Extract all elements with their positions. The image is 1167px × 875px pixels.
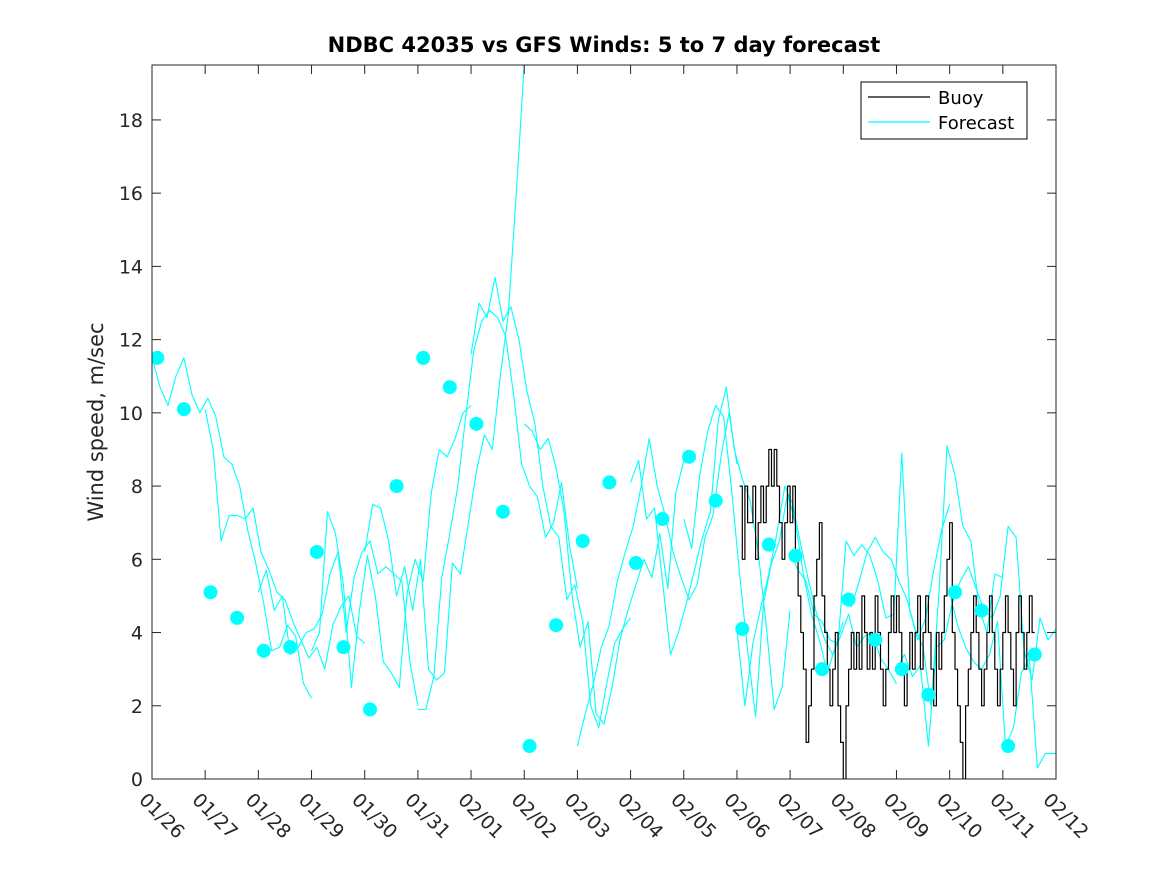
forecast-marker xyxy=(682,449,697,464)
y-axis: 0 2 4 6 8 10 12 14 16 18 xyxy=(119,110,1056,791)
forecast-marker xyxy=(522,739,537,754)
y-tick-label: 12 xyxy=(119,330,143,352)
legend-forecast-label: Forecast xyxy=(938,113,1014,134)
forecast-marker xyxy=(389,479,404,494)
forecast-marker xyxy=(708,493,723,508)
legend: Buoy Forecast xyxy=(860,81,1028,140)
forecast-marker xyxy=(947,585,962,600)
plot-background xyxy=(152,65,1056,779)
y-tick-label: 0 xyxy=(131,769,143,791)
forecast-marker xyxy=(1027,647,1042,662)
legend-buoy-label: Buoy xyxy=(938,88,984,109)
series-line-forecast xyxy=(417,309,578,710)
forecast-marker xyxy=(203,585,218,600)
forecast-marker xyxy=(176,402,191,417)
y-tick-label: 14 xyxy=(119,256,143,278)
forecast-marker xyxy=(602,475,617,490)
forecast-marker xyxy=(974,603,989,618)
forecast-marker xyxy=(442,380,457,395)
forecast-marker xyxy=(761,537,776,552)
chart-title: NDBC 42035 vs GFS Winds: 5 to 7 day fore… xyxy=(328,33,881,57)
forecast-marker xyxy=(495,504,510,519)
forecast-marker xyxy=(283,640,298,655)
forecast-marker xyxy=(309,544,324,559)
series-line-forecast xyxy=(364,65,525,681)
y-axis-label: Wind speed, m/sec xyxy=(84,322,108,521)
forecast-marker xyxy=(549,618,564,633)
series-line-buoy xyxy=(739,448,1035,779)
y-tick-label: 8 xyxy=(131,476,143,498)
series-line-forecast xyxy=(576,412,738,747)
plot-frame xyxy=(151,64,1057,780)
forecast-marker xyxy=(575,534,590,548)
forecast-marker xyxy=(841,592,856,607)
y-tick-label: 4 xyxy=(131,623,143,645)
forecast-marker xyxy=(256,643,271,658)
forecast-marker xyxy=(655,512,670,527)
y-tick-label: 18 xyxy=(119,110,143,132)
forecast-marker xyxy=(152,350,165,365)
forecast-marker xyxy=(868,632,883,647)
series-line-forecast xyxy=(683,404,844,718)
forecast-marker xyxy=(416,350,431,365)
y-tick-label: 6 xyxy=(131,549,143,571)
marker-layer xyxy=(152,350,1042,754)
forecast-marker xyxy=(230,610,245,625)
forecast-marker xyxy=(1001,739,1016,754)
forecast-marker xyxy=(788,548,803,563)
forecast-marker xyxy=(921,687,936,702)
series-line-forecast xyxy=(204,409,366,670)
forecast-marker xyxy=(363,702,378,717)
forecast-marker xyxy=(336,640,351,655)
series-layer xyxy=(152,65,1056,779)
forecast-marker xyxy=(469,416,484,431)
legend-box xyxy=(860,81,1028,140)
forecast-marker xyxy=(894,662,909,677)
series-line-forecast xyxy=(310,405,472,689)
series-line-forecast xyxy=(152,357,312,699)
plot-area: 01/2601/2701/2801/2901/3001/3102/0102/02… xyxy=(119,64,1093,843)
y-tick-label: 16 xyxy=(119,183,143,205)
forecast-marker xyxy=(815,662,830,677)
y-tick-label: 10 xyxy=(119,403,143,425)
forecast-marker xyxy=(735,621,750,636)
y-tick-label: 2 xyxy=(131,696,143,718)
forecast-marker xyxy=(628,555,643,570)
series-line-forecast xyxy=(523,423,685,725)
series-line-forecast xyxy=(789,452,951,645)
series-line-forecast xyxy=(470,276,632,729)
